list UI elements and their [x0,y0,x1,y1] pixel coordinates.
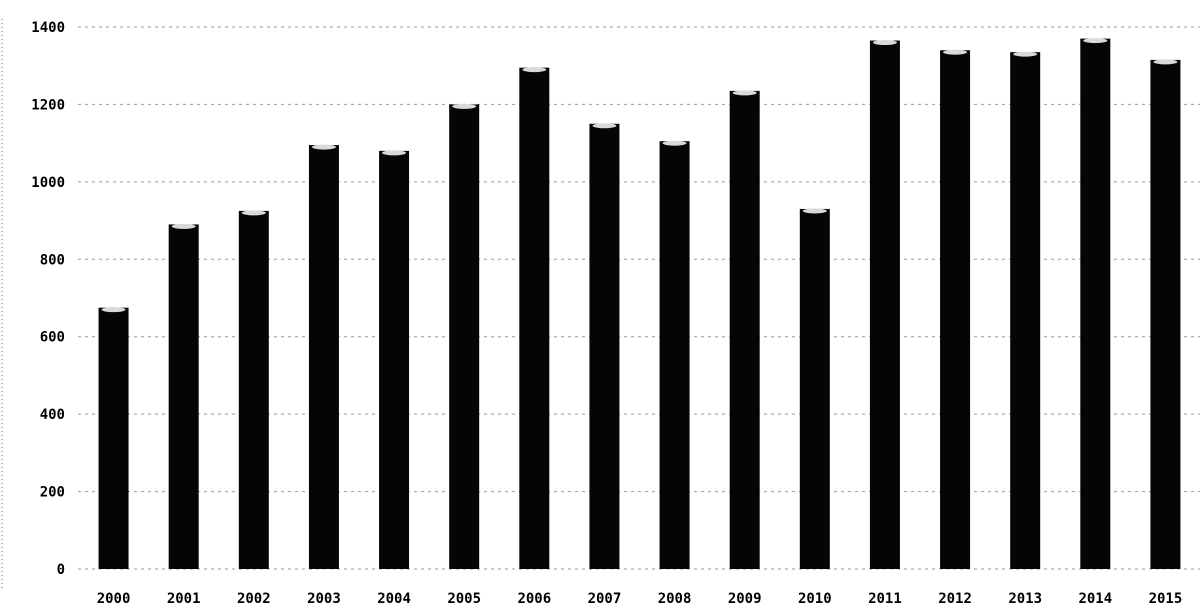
x-tick-label-2014: 2014 [1078,591,1112,607]
bar-cap-2000 [101,307,126,313]
bar-cap-2003 [311,144,336,150]
bars [98,38,1181,570]
bar-2010 [799,208,830,569]
bar-cap-2009 [732,90,757,96]
x-tick-label-2009: 2009 [728,591,762,607]
y-tick-label-600: 600 [40,330,65,346]
x-tick-label-2005: 2005 [447,591,481,607]
x-tick-label-2011: 2011 [868,591,902,607]
bar-2014 [1080,38,1111,570]
bar-cap-2004 [382,150,407,156]
bar-2011 [869,40,900,570]
bar-2013 [1010,52,1041,569]
y-tick-label-1400: 1400 [31,20,65,36]
x-tick-label-2007: 2007 [588,591,622,607]
x-tick-label-2006: 2006 [517,591,551,607]
x-tick-label-2003: 2003 [307,591,341,607]
y-tick-label-1200: 1200 [31,97,65,113]
x-tick-label-2001: 2001 [167,591,201,607]
grid-lines [1,19,1200,589]
y-tick-label-0: 0 [57,562,65,578]
bar-2012 [940,50,971,569]
y-tick-label-800: 800 [40,252,65,268]
bar-cap-2008 [662,140,687,146]
bar-cap-2012 [943,49,968,55]
x-axis-ticks: 2000 2001 2002 2003 2004 2005 2006 2007 2008 2009… [97,591,1183,607]
bar-2009 [729,90,760,569]
x-tick-label-2010: 2010 [798,591,832,607]
bar-cap-2014 [1083,38,1108,44]
bar-cap-2001 [171,223,196,229]
y-tick-label-400: 400 [40,407,65,423]
bar-2007 [589,123,620,570]
x-tick-label-2013: 2013 [1008,591,1042,607]
bar-cap-2015 [1153,59,1178,65]
bar-cap-2006 [522,67,547,73]
bar-cap-2011 [872,40,897,46]
bar-2002 [238,210,269,569]
bar-cap-2002 [241,210,266,216]
y-axis-ticks: 0 200 400 600 800 1000 1200 1400 [31,20,65,578]
bar-2004 [379,150,410,569]
bar-2008 [659,141,690,569]
bar-cap-2013 [1013,51,1038,57]
y-tick-label-1000: 1000 [31,175,65,191]
bar-2015 [1150,59,1181,570]
bar-cap-2005 [452,103,477,109]
bar-2000 [98,307,129,569]
bar-2001 [168,224,199,569]
x-tick-label-2002: 2002 [237,591,271,607]
bar-cap-2007 [592,123,617,129]
bar-2005 [449,104,480,569]
x-tick-label-2008: 2008 [658,591,692,607]
x-tick-label-2004: 2004 [377,591,411,607]
bar-2006 [519,67,550,570]
y-tick-label-200: 200 [40,485,65,501]
bar-cap-2010 [802,208,827,214]
x-tick-label-2012: 2012 [938,591,972,607]
x-tick-label-2000: 2000 [97,591,131,607]
x-tick-label-2015: 2015 [1149,591,1183,607]
bar-2003 [308,145,339,570]
